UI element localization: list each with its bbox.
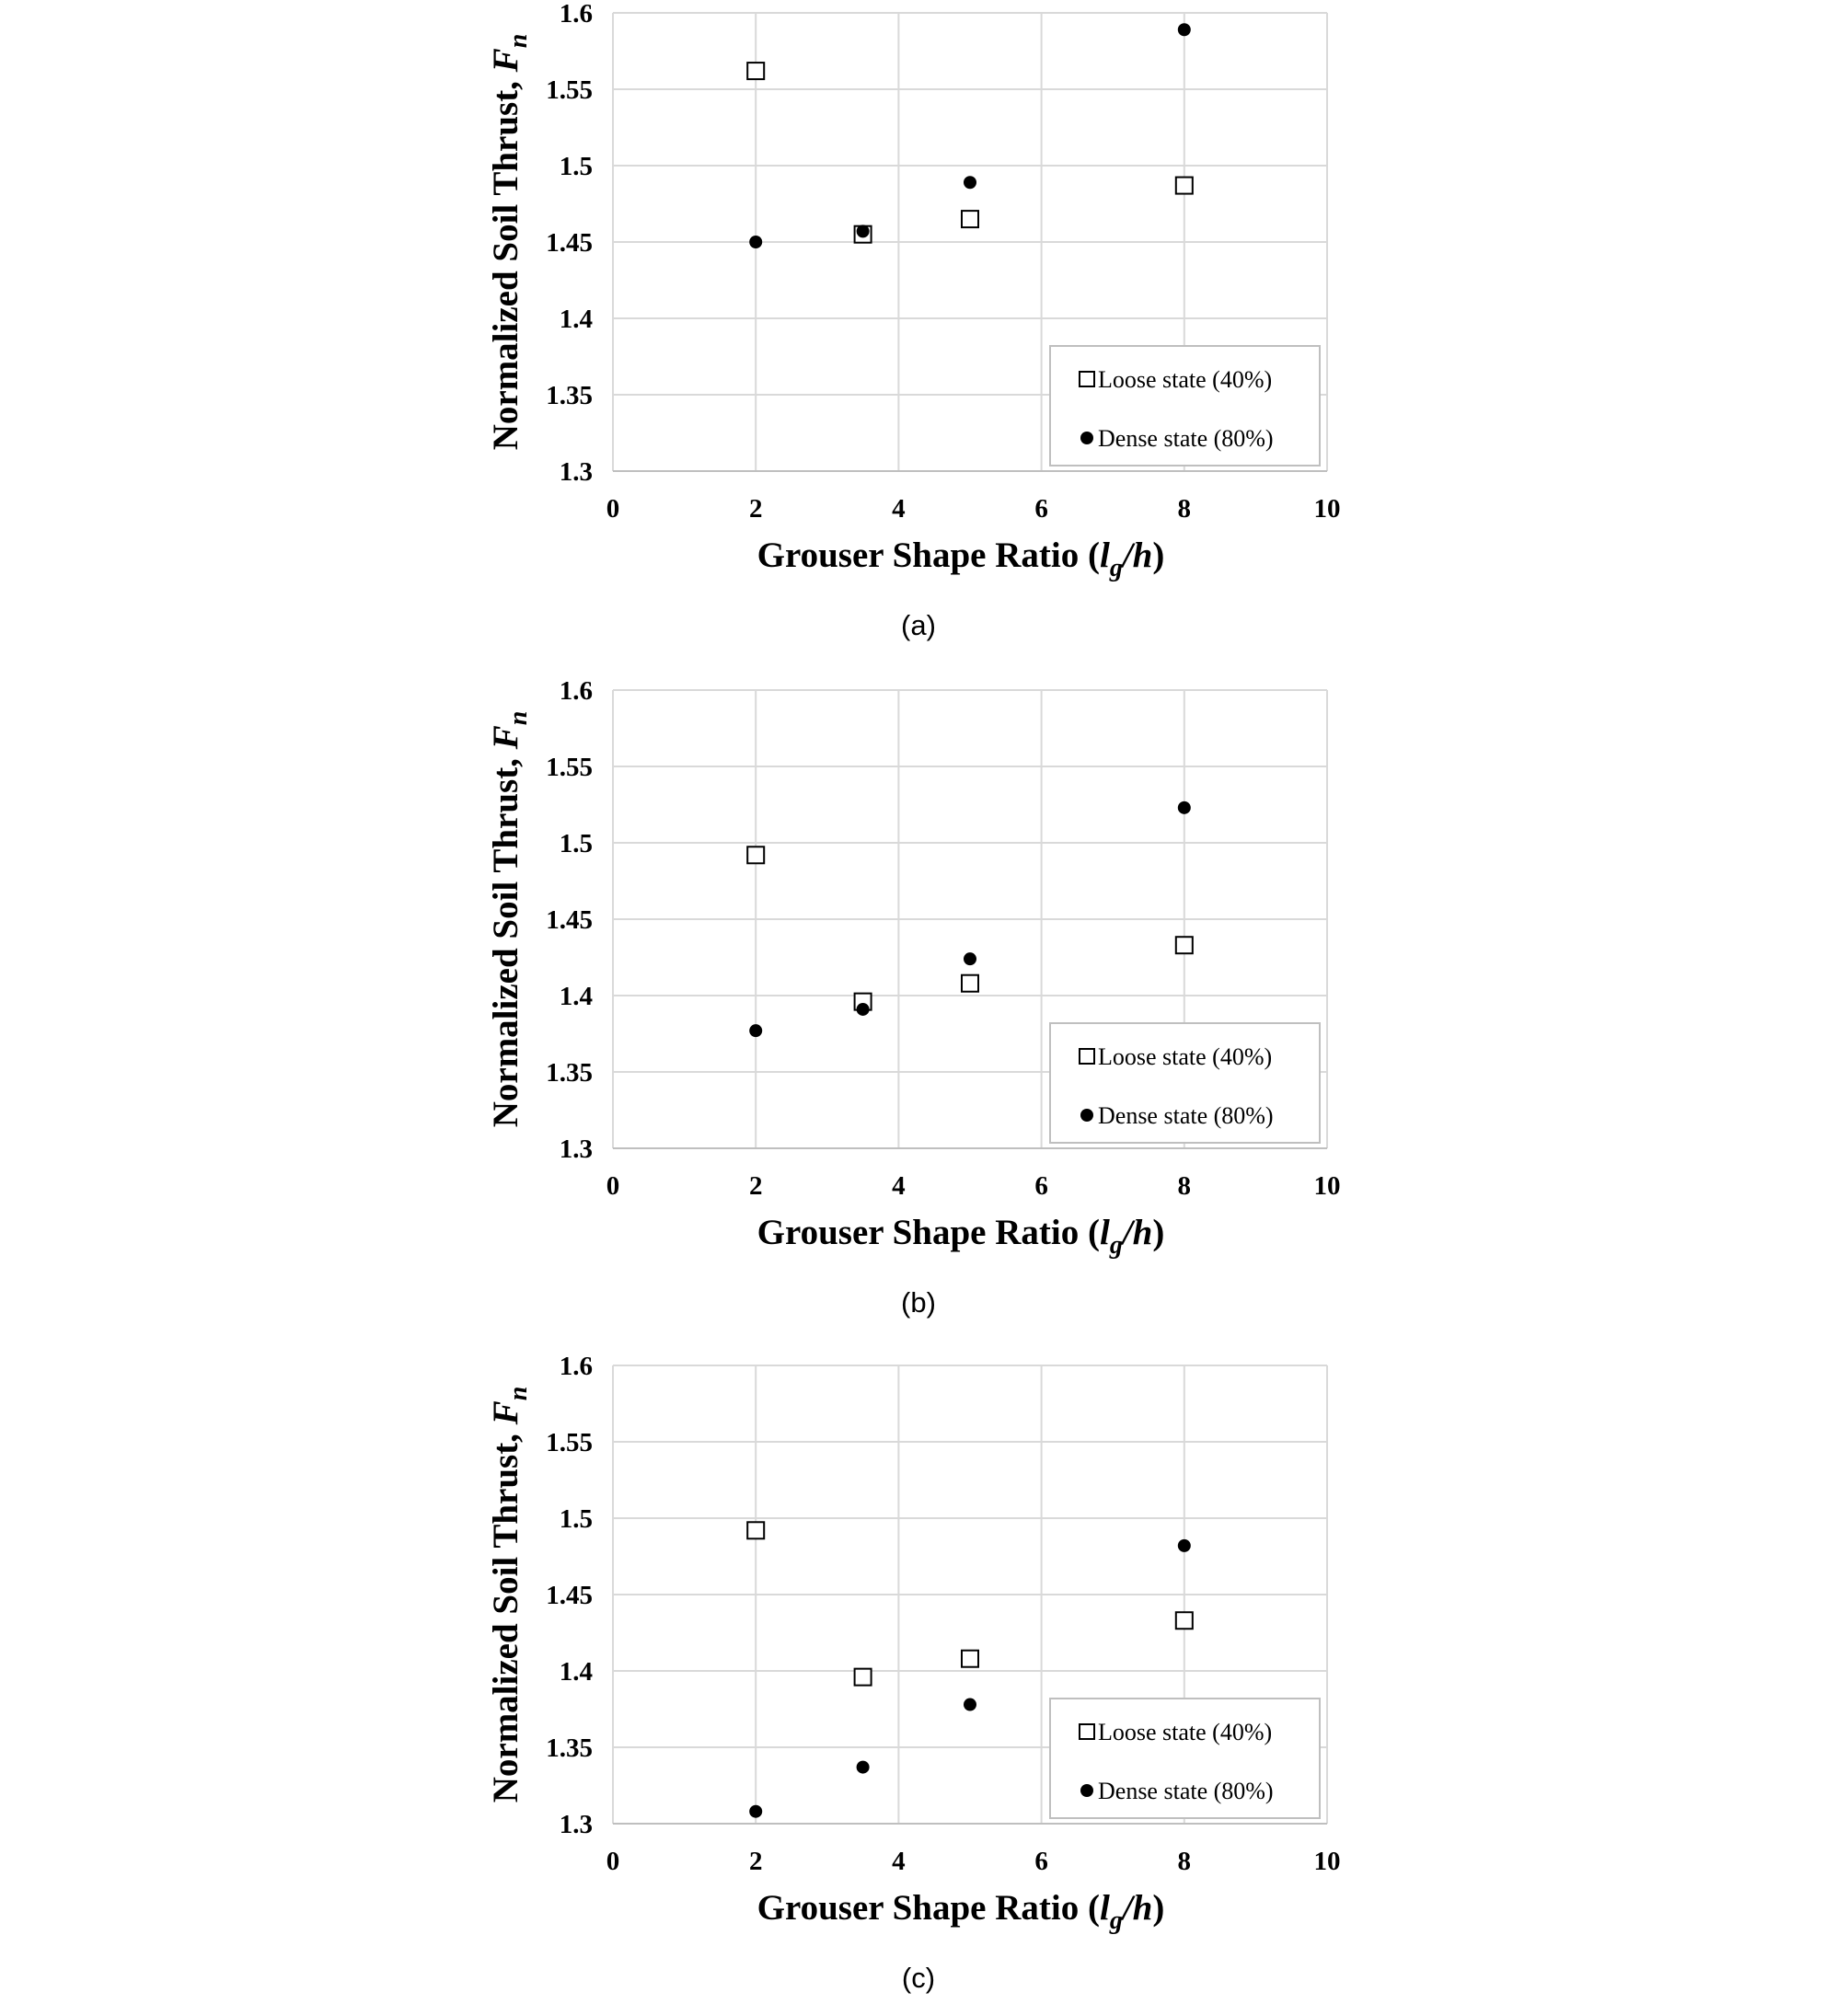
y-tick-label: 1.55	[546, 753, 593, 782]
x-tick-label: 2	[749, 494, 763, 524]
data-point-dense	[1177, 23, 1191, 37]
panel-caption: (a)	[901, 609, 936, 641]
x-tick-label: 8	[1178, 494, 1192, 524]
y-tick-label: 1.55	[546, 75, 593, 105]
y-tick-label: 1.5	[560, 152, 593, 181]
legend-marker-dense	[1080, 432, 1093, 444]
y-tick-label: 1.5	[560, 829, 593, 858]
x-tick-label: 8	[1178, 1847, 1192, 1876]
x-tick-label: 0	[606, 494, 620, 524]
x-tick-label: 0	[606, 1171, 620, 1201]
data-point-dense	[1177, 1538, 1191, 1552]
y-tick-label: 1.5	[560, 1504, 593, 1534]
legend-entry-label: Loose state (40%)	[1098, 1043, 1272, 1070]
panel-caption: (c)	[902, 1962, 935, 1994]
x-tick-label: 4	[892, 494, 906, 524]
x-axis-title: Grouser Shape Ratio (lg/h)	[757, 1213, 1165, 1260]
data-point-dense	[964, 176, 976, 190]
legend: Loose state (40%) Dense state (80%)	[1049, 345, 1321, 466]
data-point-dense	[964, 952, 976, 966]
y-axis-title: Normalized Soil Thrust, Fn	[486, 711, 533, 1128]
legend-entry-label: Loose state (40%)	[1098, 1719, 1272, 1745]
y-tick-label: 1.35	[546, 1058, 593, 1088]
y-axis-title: Normalized Soil Thrust, Fn	[486, 1387, 533, 1803]
y-tick-label: 1.55	[546, 1428, 593, 1457]
legend-box	[1049, 1698, 1321, 1819]
data-point-loose	[746, 62, 766, 81]
x-tick-label: 6	[1034, 1171, 1048, 1201]
y-tick-label: 1.3	[560, 1134, 593, 1164]
legend-entry-label: Dense state (80%)	[1098, 1778, 1274, 1804]
y-tick-label: 1.3	[560, 457, 593, 487]
data-point-loose	[1174, 1611, 1194, 1630]
y-axis-title: Normalized Soil Thrust, Fn	[486, 34, 533, 451]
legend-entry-label: Dense state (80%)	[1098, 425, 1274, 452]
chart-panel: 0 2 4 6 8 10 1.3 1.35 1.4 1.45 1.5 1.55 1.6 Grouser S…	[486, 1352, 1341, 1994]
data-point-dense	[1177, 800, 1191, 814]
x-tick-label: 0	[606, 1847, 620, 1876]
y-tick-label: 1.4	[560, 305, 593, 334]
y-tick-label: 1.45	[546, 1581, 593, 1610]
x-tick-label: 2	[749, 1171, 763, 1201]
y-tick-label: 1.45	[546, 905, 593, 935]
legend-box	[1049, 1022, 1321, 1144]
data-point-dense	[749, 1024, 763, 1038]
x-tick-label: 4	[892, 1171, 906, 1201]
data-point-dense	[964, 1698, 976, 1711]
x-tick-label: 6	[1034, 494, 1048, 524]
legend-marker-loose	[1079, 1723, 1095, 1740]
legend-marker-loose	[1079, 371, 1095, 387]
legend-marker-dense	[1080, 1784, 1093, 1797]
data-point-dense	[749, 236, 763, 248]
x-tick-label: 6	[1034, 1847, 1048, 1876]
x-axis-title: Grouser Shape Ratio (lg/h)	[757, 1888, 1165, 1935]
data-point-loose	[746, 1521, 766, 1540]
legend: Loose state (40%) Dense state (80%)	[1049, 1698, 1321, 1819]
chart-panel: 0 2 4 6 8 10 1.3 1.35 1.4 1.45 1.5 1.55 1.6 Grouser S…	[486, 0, 1341, 641]
x-axis-title: Grouser Shape Ratio (lg/h)	[757, 536, 1165, 582]
data-point-loose	[961, 1649, 979, 1668]
data-point-dense	[856, 225, 870, 238]
data-point-loose	[1174, 176, 1194, 195]
x-tick-label: 8	[1178, 1171, 1192, 1201]
y-tick-label: 1.3	[560, 1810, 593, 1839]
data-point-dense	[856, 1760, 870, 1774]
chart-panel: 0 2 4 6 8 10 1.3 1.35 1.4 1.45 1.5 1.55 1.6 Grouser S…	[486, 676, 1341, 1319]
data-point-dense	[749, 1804, 763, 1818]
data-point-loose	[961, 210, 979, 229]
panel-caption: (b)	[901, 1286, 936, 1319]
legend-entry-label: Dense state (80%)	[1098, 1102, 1274, 1129]
y-tick-label: 1.35	[546, 381, 593, 410]
y-tick-label: 1.6	[560, 0, 593, 29]
y-tick-label: 1.4	[560, 1657, 593, 1687]
x-tick-label: 10	[1314, 1171, 1341, 1201]
data-point-loose	[1174, 936, 1194, 955]
y-tick-label: 1.45	[546, 228, 593, 258]
x-tick-label: 2	[749, 1847, 763, 1876]
legend-marker-dense	[1080, 1109, 1093, 1122]
y-tick-label: 1.6	[560, 676, 593, 706]
y-tick-label: 1.4	[560, 982, 593, 1011]
y-tick-label: 1.35	[546, 1733, 593, 1763]
x-tick-label: 4	[892, 1847, 906, 1876]
legend: Loose state (40%) Dense state (80%)	[1049, 1022, 1321, 1144]
data-point-loose	[853, 1667, 872, 1687]
y-tick-label: 1.6	[560, 1352, 593, 1381]
legend-marker-loose	[1079, 1048, 1095, 1065]
legend-entry-label: Loose state (40%)	[1098, 366, 1272, 393]
legend-box	[1049, 345, 1321, 466]
data-point-dense	[856, 1002, 870, 1016]
data-point-loose	[961, 973, 979, 993]
x-tick-label: 10	[1314, 494, 1341, 524]
x-tick-label: 10	[1314, 1847, 1341, 1876]
data-point-loose	[746, 846, 766, 865]
